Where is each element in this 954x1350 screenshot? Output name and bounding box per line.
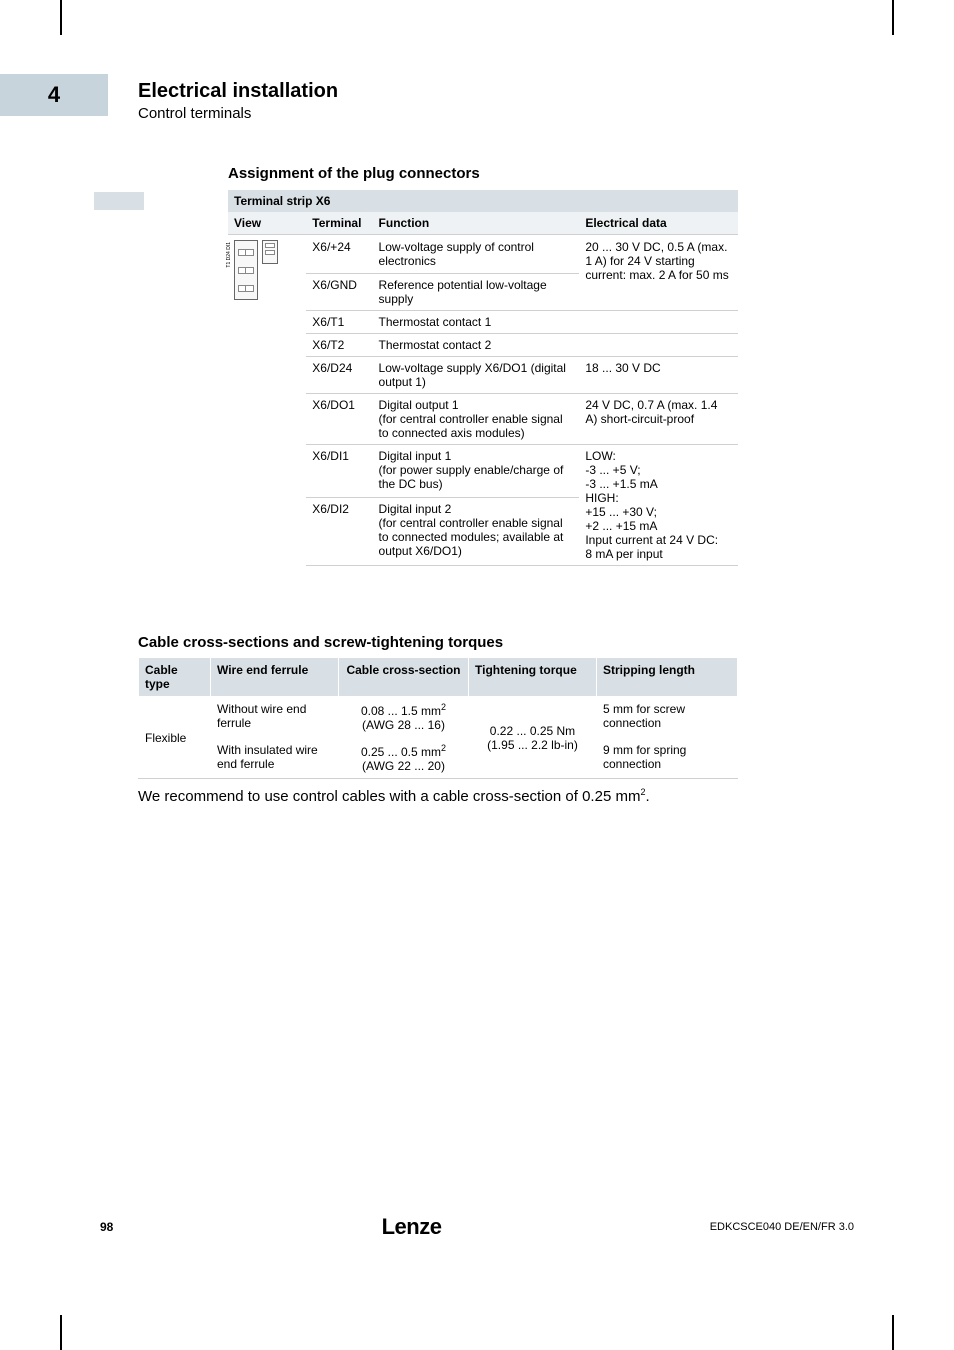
- table-row: T1 D24 DI1 X6/+24 Low-voltage supply of …: [228, 235, 738, 274]
- page-header: Electrical installation Control terminal…: [138, 80, 338, 122]
- page-title: Electrical installation: [138, 80, 338, 103]
- table1-header-row: View Terminal Function Electrical data: [228, 212, 738, 235]
- crop-mark: [892, 1315, 894, 1350]
- view-cell: T1 D24 DI1: [228, 235, 306, 566]
- brand-logo: Lenze: [382, 1214, 442, 1240]
- th-function: Function: [373, 212, 580, 235]
- td-terminal: X6/DI1: [306, 445, 372, 498]
- th-wire-end: Wire end ferrule: [211, 658, 339, 697]
- table2-header-row: Cable type Wire end ferrule Cable cross-…: [139, 658, 738, 697]
- td-function: Thermostat contact 2: [373, 334, 580, 357]
- td-function: Reference potential low-voltage supply: [373, 274, 580, 311]
- td-electrical: 24 V DC, 0.7 A (max. 1.4 A) short-circui…: [579, 394, 738, 445]
- crop-mark: [892, 0, 894, 35]
- td-electrical: [579, 311, 738, 334]
- main-content: Assignment of the plug connectors Termin…: [228, 165, 738, 566]
- page-footer: 98 Lenze EDKCSCE040 DE/EN/FR 3.0: [0, 1214, 954, 1240]
- td-cable-type: Flexible: [139, 697, 211, 779]
- td-stripping: 9 mm for spring connection: [597, 738, 738, 779]
- td-function: Thermostat contact 1: [373, 311, 580, 334]
- note-end: .: [645, 788, 649, 805]
- page-subtitle: Control terminals: [138, 105, 338, 122]
- td-cross-section: 0.08 ... 1.5 mm2(AWG 28 ... 16): [339, 697, 469, 738]
- table-row: With insulated wire end ferrule 0.25 ...…: [139, 738, 738, 779]
- recommendation-note: We recommend to use control cables with …: [138, 787, 738, 805]
- page-number: 98: [100, 1220, 113, 1234]
- chapter-number: 4: [48, 82, 60, 108]
- chapter-tab: 4: [0, 74, 108, 116]
- td-stripping: 5 mm for screw connection: [597, 697, 738, 738]
- td-function: Low-voltage supply of control electronic…: [373, 235, 580, 274]
- td-function: Digital output 1 (for central controller…: [373, 394, 580, 445]
- td-function: Digital input 1 (for power supply enable…: [373, 445, 580, 498]
- td-terminal: X6/GND: [306, 274, 372, 311]
- th-terminal: Terminal: [306, 212, 372, 235]
- table1-caption: Terminal strip X6: [228, 190, 738, 212]
- td-function: Low-voltage supply X6/DO1 (digital outpu…: [373, 357, 580, 394]
- secondary-content: Cable cross-sections and screw-tightenin…: [138, 622, 738, 805]
- td-terminal: X6/D24: [306, 357, 372, 394]
- th-torque: Tightening torque: [469, 658, 597, 697]
- connector-diagram: T1 D24 DI1: [234, 240, 280, 302]
- td-torque: 0.22 ... 0.25 Nm (1.95 ... 2.2 lb-in): [469, 697, 597, 779]
- td-electrical: 18 ... 30 V DC: [579, 357, 738, 394]
- td-terminal: X6/T1: [306, 311, 372, 334]
- td-terminal: X6/DO1: [306, 394, 372, 445]
- note-text: We recommend to use control cables with …: [138, 788, 640, 805]
- td-terminal: X6/T2: [306, 334, 372, 357]
- th-view: View: [228, 212, 306, 235]
- connector-label-left: T1 D24 DI1: [226, 242, 232, 268]
- td-electrical: 20 ... 30 V DC, 0.5 A (max. 1 A) for 24 …: [579, 235, 738, 311]
- td-cross-section: 0.25 ... 0.5 mm2(AWG 22 ... 20): [339, 738, 469, 779]
- document-id: EDKCSCE040 DE/EN/FR 3.0: [710, 1221, 854, 1233]
- td-electrical: LOW: -3 ... +5 V; -3 ... +1.5 mA HIGH: +…: [579, 445, 738, 566]
- section-title-2: Cable cross-sections and screw-tightenin…: [138, 634, 738, 651]
- table-row: Flexible Without wire end ferrule 0.08 .…: [139, 697, 738, 738]
- th-stripping: Stripping length: [597, 658, 738, 697]
- td-wire-end: Without wire end ferrule: [211, 697, 339, 738]
- td-terminal: X6/+24: [306, 235, 372, 274]
- th-electrical: Electrical data: [579, 212, 738, 235]
- td-function: Digital input 2 (for central controller …: [373, 498, 580, 566]
- crop-mark: [60, 1315, 62, 1350]
- crop-mark: [60, 0, 62, 35]
- side-marker: [94, 192, 144, 210]
- td-wire-end: With insulated wire end ferrule: [211, 738, 339, 779]
- td-terminal: X6/DI2: [306, 498, 372, 566]
- th-cross-section: Cable cross-section: [339, 658, 469, 697]
- td-electrical: [579, 334, 738, 357]
- section-title-1: Assignment of the plug connectors: [228, 165, 738, 182]
- cable-table: Cable type Wire end ferrule Cable cross-…: [138, 657, 738, 779]
- terminal-table: View Terminal Function Electrical data: [228, 212, 738, 566]
- th-cable-type: Cable type: [139, 658, 211, 697]
